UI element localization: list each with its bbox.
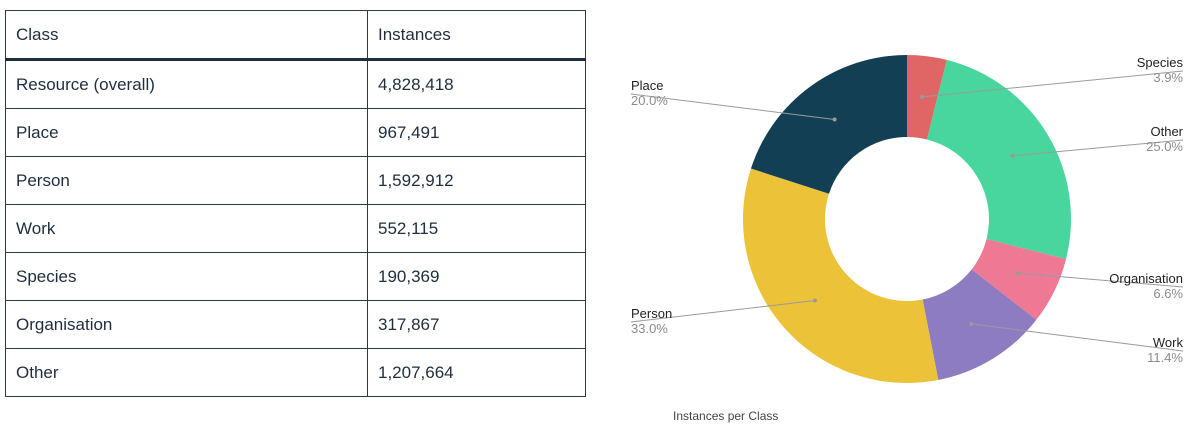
class-cell: Other (5, 348, 368, 397)
slice-percent: 33.0% (631, 321, 668, 336)
leader-line (630, 300, 815, 323)
class-instances-table: Class Instances Resource (overall) 4,828… (5, 10, 586, 397)
column-header-instances: Instances (367, 10, 586, 61)
instances-cell: 552,115 (367, 204, 586, 253)
slice-percent: 6.6% (1153, 286, 1183, 301)
class-cell: Person (5, 156, 368, 205)
table-row: Place 967,491 (5, 108, 586, 157)
instances-cell: 4,828,418 (367, 59, 586, 109)
leader-dot (1010, 153, 1015, 158)
leader-line (1012, 139, 1184, 157)
instances-cell: 1,207,664 (367, 348, 586, 397)
class-cell: Organisation (5, 300, 368, 349)
class-cell: Species (5, 252, 368, 301)
slice-label: Species (1137, 55, 1184, 70)
class-cell: Place (5, 108, 368, 157)
slice-person (743, 168, 939, 383)
slice-species (907, 55, 947, 140)
slice-organisation (971, 239, 1067, 320)
donut-slices (743, 54, 1071, 383)
instances-cell: 1,592,912 (367, 156, 586, 205)
class-cell: Work (5, 204, 368, 253)
column-header-class: Class (5, 10, 368, 61)
slice-other (926, 59, 1071, 260)
table-row: Person 1,592,912 (5, 156, 586, 205)
leader-line (630, 93, 835, 121)
leader-dot (1015, 270, 1020, 275)
leader-dot (920, 94, 925, 99)
slice-label: Person (631, 306, 672, 321)
instances-cell: 317,867 (367, 300, 586, 349)
slice-percent: 3.9% (1153, 70, 1183, 85)
table-row: Other 1,207,664 (5, 348, 586, 397)
chart-caption: Instances per Class (673, 409, 778, 423)
table-row: Species 190,369 (5, 252, 586, 301)
leader-dot (969, 321, 974, 326)
instances-cell: 190,369 (367, 252, 586, 301)
data-table: Class Instances Resource (overall) 4,828… (5, 10, 586, 397)
leader-line (921, 70, 1184, 98)
instances-cell: 967,491 (367, 108, 586, 157)
slice-label: Work (1153, 335, 1184, 350)
slice-percent: 20.0% (631, 93, 668, 108)
slice-percent: 11.4% (1147, 350, 1183, 365)
class-cell: Resource (overall) (5, 59, 368, 109)
leader-line (1017, 272, 1184, 288)
table-header-row: Class Instances (5, 10, 586, 61)
slice-label: Other (1150, 124, 1183, 139)
slice-label: Organisation (1109, 271, 1183, 286)
table-row: Resource (overall) 4,828,418 (5, 59, 586, 109)
slice-percent: 25.0% (1146, 139, 1183, 154)
slice-label: Place (631, 78, 664, 93)
leader-line (971, 323, 1184, 352)
table-row: Organisation 317,867 (5, 300, 586, 349)
table-row: Work 552,115 (5, 204, 586, 253)
leader-dot (812, 298, 817, 303)
leader-dot (832, 117, 837, 122)
slice-place (750, 54, 907, 194)
